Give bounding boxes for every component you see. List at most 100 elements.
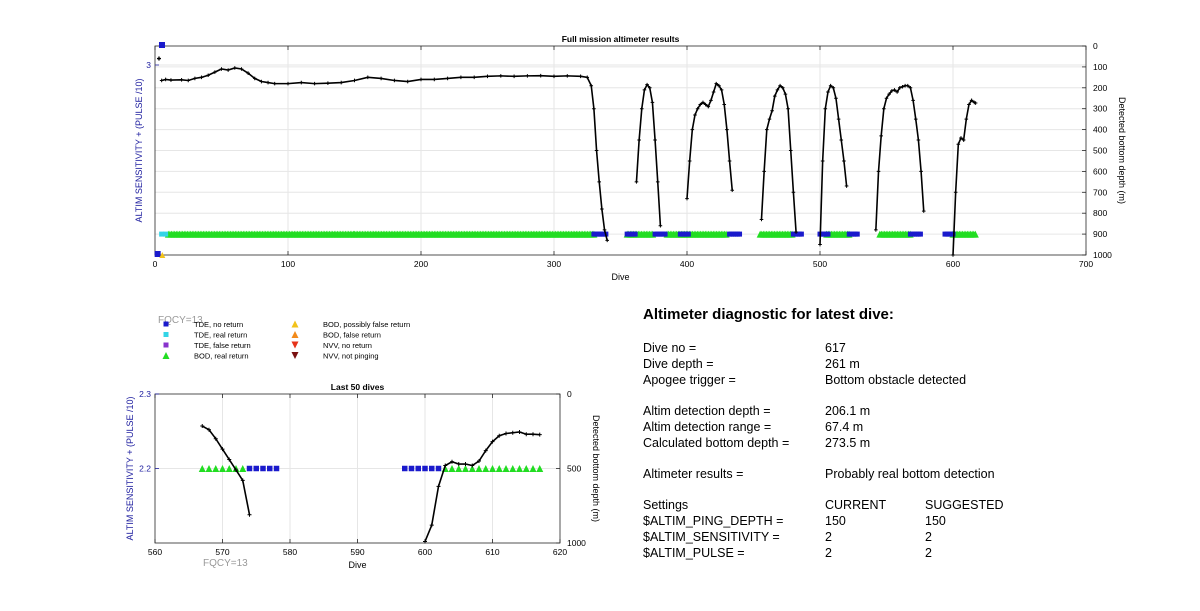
apogee-row: Apogee trigger = Bottom obstacle detected xyxy=(643,372,1083,388)
dive-no-label: Dive no = xyxy=(643,341,697,355)
legend-label: NVV, not pinging xyxy=(323,352,379,361)
full-bottom-depth-point xyxy=(892,88,897,92)
full-bottom-depth-point xyxy=(703,102,708,107)
full-bottom-depth-point xyxy=(459,75,463,80)
legend-label: BOD, real return xyxy=(194,352,249,361)
full-y2-tick-label: 700 xyxy=(1093,187,1107,197)
sensitivity-row: $ALTIM_SENSITIVITY = 2 2 xyxy=(643,529,1083,545)
full-bottom-depth-point xyxy=(199,75,204,80)
last50-bottom-depth-point xyxy=(450,459,454,464)
dive-depth-value: 261 m xyxy=(825,357,860,371)
full-bottom-depth-point xyxy=(820,159,825,163)
full-bottom-depth-point xyxy=(834,96,838,101)
full-bottom-depth-point xyxy=(597,180,602,184)
last50-y2-label: Detected bottom depth (m) xyxy=(591,415,601,522)
full-bottom-depth-point xyxy=(552,74,556,79)
last50-bod-real-marker xyxy=(219,465,226,472)
full-bottom-depth-point xyxy=(339,80,343,85)
full-bottom-depth-point xyxy=(206,73,210,78)
full-y2-tick-label: 400 xyxy=(1093,125,1107,135)
last50-bottom-depth-point xyxy=(429,523,434,528)
full-tde-no-return-marker xyxy=(632,231,638,237)
full-bottom-depth-point xyxy=(233,66,237,70)
full-bottom-depth-line xyxy=(635,83,662,226)
last50-x-tick-label: 590 xyxy=(350,547,364,557)
last50-x-label: Dive xyxy=(348,560,366,570)
settings-header-row: Settings CURRENT SUGGESTED xyxy=(643,497,1083,513)
full-bottom-depth-point xyxy=(379,76,383,81)
last50-bod-real-marker xyxy=(516,465,523,472)
full-bottom-depth-point xyxy=(727,159,732,163)
full-bottom-depth-point xyxy=(299,80,304,85)
full-bottom-depth-point xyxy=(959,136,963,140)
last50-bottom-depth-point xyxy=(436,484,441,489)
diagnostic-title: Altimeter diagnostic for latest dive: xyxy=(643,306,894,323)
full-bottom-depth-point xyxy=(879,134,883,138)
full-bottom-depth-point xyxy=(213,70,217,74)
last50-bottom-depth-point xyxy=(524,432,529,437)
last50-bottom-depth-point xyxy=(220,447,225,452)
full-bottom-depth-point xyxy=(252,76,257,81)
full-bottom-depth-point xyxy=(908,86,913,90)
full-x-tick-label: 700 xyxy=(1079,259,1093,269)
last50-bod-real-marker xyxy=(239,465,247,472)
full-bottom-depth-point xyxy=(272,81,277,86)
full-bottom-depth-point xyxy=(876,169,881,174)
full-bottom-depth-point xyxy=(887,92,891,96)
full-bottom-depth-point xyxy=(874,228,878,232)
last50-tde-no-return-marker xyxy=(246,465,253,472)
full-bottom-depth-point xyxy=(186,78,191,83)
last50-bod-real-marker xyxy=(462,465,469,472)
full-y2-tick-label: 600 xyxy=(1093,166,1107,176)
full-bottom-depth-point xyxy=(709,98,713,103)
full-y2-tick-label: 900 xyxy=(1093,229,1107,239)
calc-bottom-row: Calculated bottom depth = 273.5 m xyxy=(643,435,1083,451)
full-x-tick-label: 100 xyxy=(281,259,295,269)
full-bottom-depth-point xyxy=(778,83,782,88)
full-bottom-depth-point xyxy=(698,102,703,107)
full-bottom-depth-point xyxy=(589,83,594,88)
full-bottom-depth-point xyxy=(685,196,689,201)
full-bottom-depth-point xyxy=(717,83,721,88)
full-bottom-depth-point xyxy=(405,79,410,84)
full-bottom-depth-point xyxy=(647,86,652,90)
full-y2-label: Detected bottom depth (m) xyxy=(1117,97,1127,204)
last50-tde-no-return-marker xyxy=(408,465,415,472)
last50-x-tick-label: 560 xyxy=(148,547,162,557)
legend-marker xyxy=(163,332,169,337)
full-bottom-depth-point xyxy=(658,223,663,228)
last50-tde-no-return-marker xyxy=(415,465,421,472)
altim-det-range-label: Altim detection range = xyxy=(643,420,772,434)
pulse-suggested: 2 xyxy=(925,546,932,560)
full-bottom-depth-point xyxy=(961,138,966,142)
legend-label: BOD, possibly false return xyxy=(323,320,410,329)
full-bottom-depth-point xyxy=(791,190,796,195)
full-bottom-depth-point xyxy=(179,78,184,82)
full-bottom-depth-point xyxy=(226,68,230,72)
full-bottom-depth-point xyxy=(639,106,644,111)
full-y-tick-label: 3 xyxy=(146,60,151,70)
last50-x-tick-label: 610 xyxy=(485,547,499,557)
current-label: CURRENT xyxy=(825,498,887,512)
last50-bod-real-marker xyxy=(482,465,490,472)
full-x-tick-label: 200 xyxy=(414,259,428,269)
last50-bottom-depth-point xyxy=(490,439,495,444)
full-bottom-depth-point xyxy=(695,106,700,111)
last50-bottom-depth-point xyxy=(234,467,238,472)
pulse-row: $ALTIM_PULSE = 2 2 xyxy=(643,545,1083,561)
last50-bod-real-marker xyxy=(522,465,530,472)
full-y2-tick-label: 500 xyxy=(1093,146,1107,156)
full-bottom-depth-point xyxy=(266,80,270,85)
last50-tde-no-return-marker xyxy=(253,465,259,472)
legend-label: NVV, no return xyxy=(323,341,372,350)
full-title: Full mission altimeter results xyxy=(562,34,680,44)
full-bottom-depth-point xyxy=(693,113,697,117)
last50-bod-real-marker xyxy=(502,465,510,472)
last50-bottom-depth-point xyxy=(504,431,508,436)
full-bottom-depth-point xyxy=(246,71,250,75)
legend-label: BOD, false return xyxy=(323,331,381,340)
full-bottom-depth-point xyxy=(895,90,899,94)
full-bottom-depth-point xyxy=(969,98,974,103)
last50-y2-tick-label: 1000 xyxy=(567,538,586,548)
full-bottom-depth-point xyxy=(719,88,724,92)
